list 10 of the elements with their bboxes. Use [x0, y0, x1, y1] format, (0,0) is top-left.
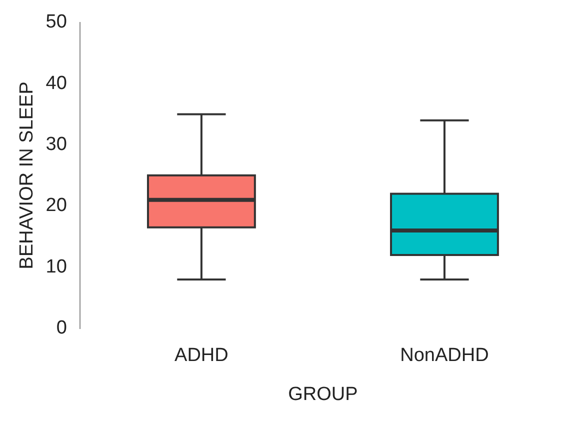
y-axis-title: BEHAVIOR IN SLEEP: [16, 82, 38, 270]
x-axis-title: GROUP: [288, 384, 358, 405]
y-tick-label: 20: [46, 195, 67, 216]
y-tick-label: 50: [46, 12, 67, 33]
y-tick-label: 30: [46, 134, 67, 156]
x-tick-label: ADHD: [174, 345, 228, 366]
x-tick-label: NonADHD: [400, 345, 489, 366]
y-tick-label: 0: [56, 318, 67, 339]
y-tick-label: 10: [46, 256, 67, 278]
y-tick-label: 40: [46, 72, 67, 94]
